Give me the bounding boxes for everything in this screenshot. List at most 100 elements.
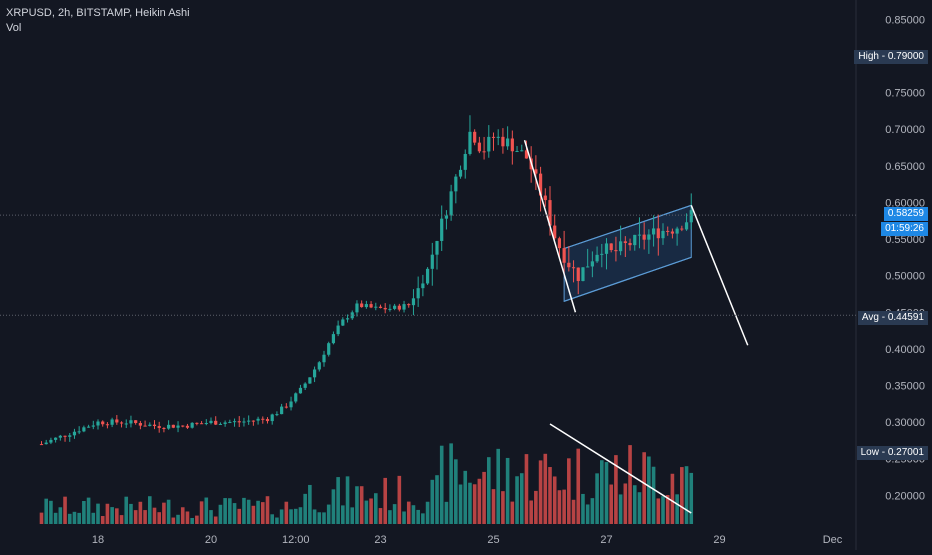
candle-body [656, 228, 660, 239]
candle-body [148, 424, 152, 426]
candle-body [374, 306, 378, 308]
countdown-tag: 01:59:26 [881, 222, 928, 236]
volume-bar [552, 476, 557, 524]
x-tick-label: Dec [823, 534, 843, 546]
candle-body [199, 423, 204, 425]
candle-body [411, 298, 416, 306]
candle-body [298, 387, 303, 394]
volume-bar [162, 502, 166, 524]
low-tag: Low - 0.27001 [856, 446, 928, 460]
volume-bar [435, 475, 439, 524]
candle-body [237, 421, 241, 423]
volume-bar [279, 509, 284, 524]
volume-bar [350, 507, 355, 524]
candle-body [430, 254, 434, 269]
volume-bar [581, 493, 585, 524]
candle-body [482, 151, 486, 153]
candle-body [421, 283, 425, 289]
current-price-tag: 0.58259 [883, 207, 928, 221]
volume-bar [675, 494, 679, 524]
volume-bar [402, 511, 406, 524]
candle-body [651, 228, 656, 235]
volume-bar [397, 475, 402, 524]
candle-body [449, 191, 453, 216]
volume-bar [331, 489, 336, 524]
candle-body [247, 420, 251, 422]
candle-body [689, 210, 693, 223]
candle-body [308, 377, 312, 384]
volume-bar [359, 486, 364, 524]
candle-body [91, 425, 95, 427]
candle-body [637, 234, 642, 236]
volume-bar [529, 500, 533, 524]
candle-body [397, 305, 401, 310]
candle-body [458, 169, 463, 177]
volume-bar [152, 507, 157, 524]
candle-body [642, 234, 646, 240]
candle-body [477, 142, 481, 152]
volume-bar [614, 455, 618, 524]
y-tick-label: 0.55000 [885, 234, 925, 246]
volume-bar [303, 493, 307, 524]
candle-body [110, 419, 114, 425]
candle-body [322, 354, 326, 363]
candle-body [670, 231, 675, 234]
candle-body [44, 442, 48, 445]
volume-bar [180, 507, 185, 524]
volume-bar [63, 496, 67, 524]
candle-body [647, 234, 651, 240]
volume-bar [44, 498, 49, 524]
volume-bar [595, 473, 599, 524]
candle-body [600, 253, 604, 255]
volume-bar [416, 509, 420, 524]
candle-body [576, 267, 580, 282]
candle-body [350, 312, 354, 319]
volume-bar [647, 456, 651, 524]
candle-body [251, 420, 255, 422]
candle-body [265, 419, 270, 422]
volume-bar [661, 496, 665, 524]
volume-label: Vol [6, 22, 22, 34]
candle-body [223, 422, 227, 424]
volume-bar [345, 476, 350, 524]
volume-bar [58, 507, 63, 524]
candle-body [275, 414, 279, 416]
volume-bar [689, 472, 694, 524]
volume-bar [463, 470, 468, 524]
volume-bar [482, 471, 486, 524]
symbol-line: XRPUSD, 2h, BITSTAMP, Heikin Ashi [6, 7, 190, 19]
candle-body [214, 420, 218, 425]
candle-body [336, 325, 340, 335]
candle-body [134, 420, 138, 424]
x-tick-label: 25 [487, 534, 499, 546]
candle-body [595, 254, 599, 262]
volume-bar [505, 457, 510, 524]
volume-bar [538, 460, 543, 524]
high-tag: High - 0.79000 [854, 50, 928, 64]
candle-body [562, 248, 566, 263]
volume-bar [590, 498, 595, 524]
volume-bar [496, 448, 501, 524]
candle-body [129, 420, 133, 424]
x-tick-label: 23 [374, 534, 386, 546]
volume-bar [548, 467, 552, 524]
volume-bar [260, 502, 265, 524]
volume-bar [501, 491, 505, 524]
candle-body [553, 225, 557, 239]
volume-bar [567, 458, 571, 524]
candle-body [388, 308, 392, 310]
volume-bar [557, 490, 562, 524]
volume-bar [684, 466, 689, 524]
volume-bar [468, 482, 472, 524]
volume-bar [680, 467, 684, 524]
channel-lower-line [563, 256, 692, 302]
candle-body [115, 419, 119, 423]
volume-bar [275, 517, 279, 524]
volume-bar [195, 515, 199, 524]
volume-bar [628, 445, 632, 524]
candle-body [619, 241, 623, 252]
volume-bar [449, 443, 453, 524]
candle-body [435, 240, 439, 255]
